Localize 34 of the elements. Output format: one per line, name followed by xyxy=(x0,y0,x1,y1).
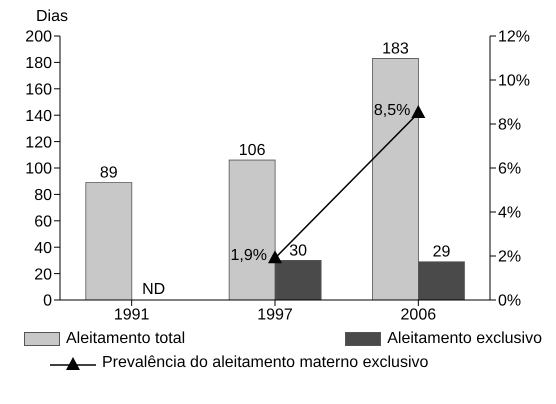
data-label: 1,9% xyxy=(230,247,267,264)
x-tick-label: 2006 xyxy=(400,306,436,324)
x-tick-label: 1991 xyxy=(114,306,150,324)
annotation: ND xyxy=(142,281,166,298)
y-tick-label: 160 xyxy=(25,81,52,98)
y-tick-label: 20 xyxy=(34,266,52,284)
y-tick-label: 40 xyxy=(34,240,52,257)
y-tick-label: 60 xyxy=(34,213,52,230)
y2-tick-label: 10% xyxy=(498,72,530,90)
y-tick-label: 100 xyxy=(25,160,52,178)
legend-label: Prevalência do aleitamento materno exclusivo xyxy=(101,354,430,372)
y2-tick-label: 8% xyxy=(498,116,522,134)
data-label: 183 xyxy=(382,40,409,58)
data-label: 89 xyxy=(100,164,118,182)
y2-tick-label: 12% xyxy=(498,28,530,46)
y-tick-label: 140 xyxy=(25,108,52,125)
x-tick-label: 1997 xyxy=(257,306,293,324)
data-label: 30 xyxy=(289,242,308,260)
y-tick-label: 80 xyxy=(34,187,52,204)
data-label: 106 xyxy=(238,142,266,160)
data-label: 29 xyxy=(432,244,450,261)
y-tick-label: 0 xyxy=(43,292,52,310)
y-tick-label: 120 xyxy=(25,134,52,152)
y2-tick-label: 4% xyxy=(498,204,522,222)
y2-tick-label: 0% xyxy=(498,292,522,310)
legend-label: Aleitamento exclusivo xyxy=(386,330,542,348)
legend-label: Aleitamento total xyxy=(65,330,186,348)
y-tick-label: 180 xyxy=(25,55,52,72)
y-tick-label: 200 xyxy=(25,28,52,46)
data-label: 8,5% xyxy=(374,102,410,119)
y2-tick-label: 6% xyxy=(498,160,522,178)
y-axis-title: Dias xyxy=(36,8,68,26)
y2-tick-label: 2% xyxy=(498,248,522,266)
bar xyxy=(85,182,132,300)
